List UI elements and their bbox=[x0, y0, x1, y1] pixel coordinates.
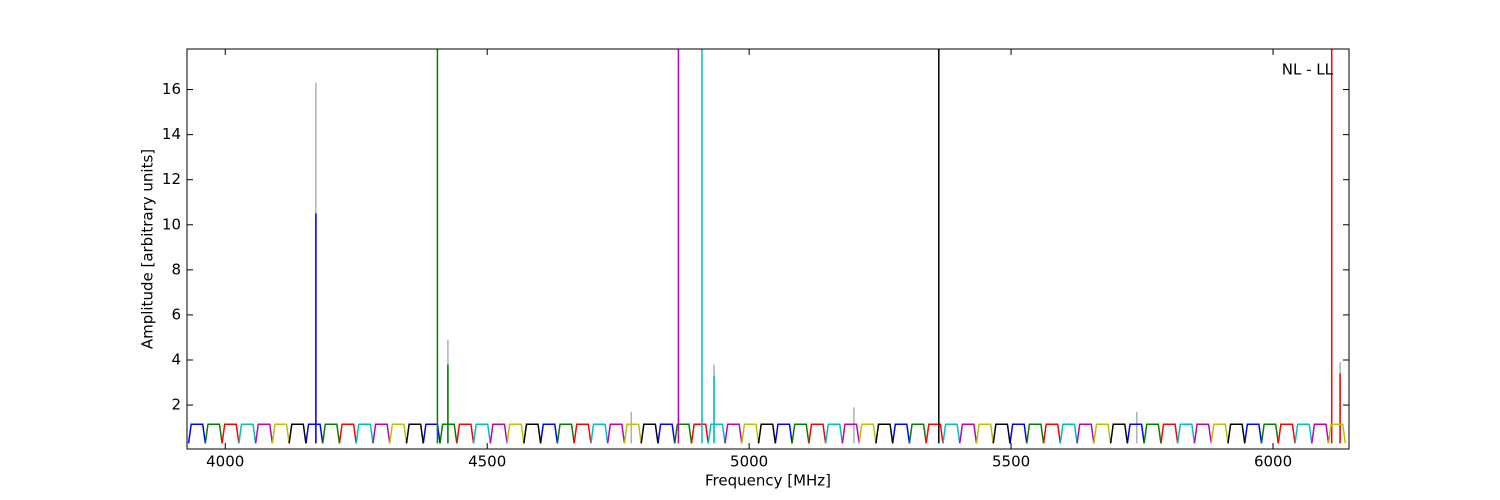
spectrum-line bbox=[254, 49, 1330, 444]
x-tick-label: 4000 bbox=[206, 453, 244, 471]
y-tick-label: 4 bbox=[171, 350, 181, 368]
x-tick-label: 5000 bbox=[730, 453, 768, 471]
y-tick-label: 10 bbox=[162, 215, 181, 233]
plot-frame bbox=[186, 48, 1350, 450]
x-tick-label: 5500 bbox=[992, 453, 1030, 471]
y-tick-label: 12 bbox=[162, 170, 181, 188]
spectrum-line bbox=[288, 49, 1246, 444]
spectrum-line bbox=[187, 213, 1263, 444]
y-tick-label: 14 bbox=[162, 125, 181, 143]
x-tick-label: 6000 bbox=[1254, 453, 1292, 471]
y-tick-label: 8 bbox=[171, 260, 181, 278]
spectrum-line bbox=[271, 423, 1347, 444]
x-axis-label: Frequency [MHz] bbox=[705, 472, 831, 490]
spectrum-line bbox=[221, 49, 1341, 444]
y-tick-label: 16 bbox=[162, 80, 181, 98]
annotation: NL - LL bbox=[1282, 61, 1334, 79]
spectrum-line bbox=[204, 49, 1280, 444]
y-tick-label: 6 bbox=[171, 305, 181, 323]
spectrum-line bbox=[238, 49, 1313, 444]
y-axis-label: Amplitude [arbitrary units] bbox=[139, 149, 157, 349]
x-tick-label: 4500 bbox=[468, 453, 506, 471]
y-tick-label: 2 bbox=[171, 396, 181, 414]
